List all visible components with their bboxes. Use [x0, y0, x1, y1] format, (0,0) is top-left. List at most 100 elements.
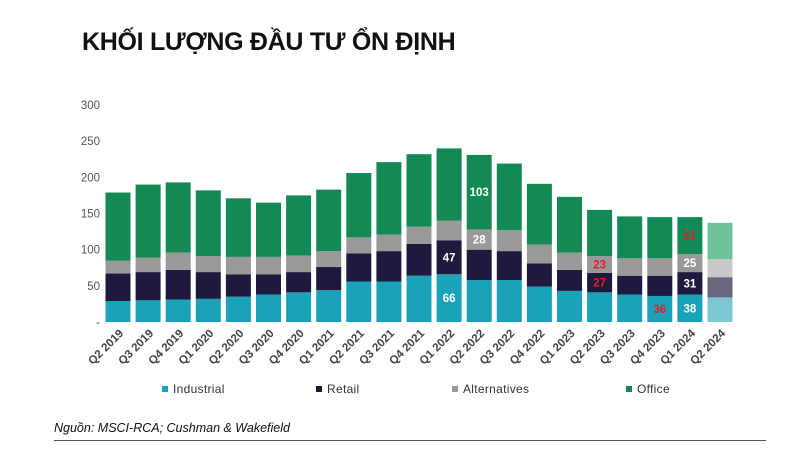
bar-industrial-q2-2021: [346, 281, 372, 322]
bar-office-q4-2022: [526, 183, 552, 245]
legend-label-retail: Retail: [327, 382, 359, 396]
bar-retail-q2-2023: [587, 272, 613, 293]
data-label: 51: [684, 231, 697, 243]
y-tick-label: -: [96, 317, 100, 329]
bar-office-q2-2021: [346, 172, 372, 238]
bar-alternatives-q3-2022: [496, 230, 522, 252]
bar-alternatives-q1-2021: [316, 251, 342, 268]
bar-industrial-q4-2022: [526, 286, 552, 322]
bar-retail-q3-2021: [376, 251, 402, 282]
bar-office-q2-2019: [105, 192, 131, 261]
bar-office-q1-2021: [316, 189, 342, 252]
bar-alternatives-q4-2023: [647, 258, 673, 276]
bar-alternatives-q3-2021: [376, 234, 402, 252]
y-tick-label: 250: [81, 136, 100, 148]
bar-alternatives-q2-2024: [707, 259, 733, 278]
bar-industrial-q3-2020: [256, 294, 281, 322]
bar-industrial-q1-2021: [316, 290, 342, 322]
bar-retail-q2-2020: [225, 274, 251, 297]
bar-office-q4-2020: [286, 195, 312, 256]
bar-alternatives-q3-2023: [617, 258, 643, 276]
bar-industrial-q4-2021: [406, 275, 432, 322]
bar-retail-q4-2020: [286, 272, 312, 293]
bar-alternatives-q4-2019: [165, 252, 191, 270]
bar-retail-q4-2022: [526, 263, 552, 287]
y-tick-label: 50: [87, 281, 100, 293]
bar-retail-q2-2022: [466, 249, 492, 281]
bar-retail-q1-2020: [195, 272, 221, 299]
y-tick-label: 100: [81, 245, 100, 257]
bar-industrial-q2-2020: [225, 296, 251, 322]
bar-alternatives-q3-2019: [135, 257, 161, 273]
bar-retail-q3-2023: [617, 275, 643, 295]
bar-retail-q1-2022: [436, 240, 462, 275]
data-label: 47: [443, 252, 456, 264]
bar-alternatives-q2-2019: [105, 260, 131, 274]
data-label: 31: [684, 278, 697, 290]
bar-alternatives-q4-2020: [286, 255, 312, 273]
bar-industrial-q1-2024: [677, 294, 703, 322]
bar-industrial-q2-2019: [105, 301, 131, 322]
data-label: 27: [593, 278, 606, 290]
bar-office-q3-2023: [617, 216, 643, 259]
data-label: 23: [593, 259, 606, 271]
legend-swatch-industrial: [162, 386, 168, 392]
legend-swatch-alternatives: [452, 386, 458, 392]
bar-industrial-q2-2024: [707, 297, 733, 322]
bar-industrial-q3-2021: [376, 281, 402, 322]
data-label: 28: [473, 235, 486, 247]
source-note: Nguồn: MSCI-RCA; Cushman & Wakefield: [54, 421, 290, 435]
bar-office-q3-2020: [256, 202, 281, 257]
bar-office-q2-2022: [466, 154, 492, 230]
footer-divider: [54, 440, 766, 441]
y-tick-label: 150: [81, 209, 100, 221]
bar-office-q3-2022: [496, 163, 522, 231]
chart-title: KHỐI LƯỢNG ĐẦU TƯ ỔN ĐỊNH: [82, 28, 456, 56]
data-label: 25: [684, 258, 697, 270]
bar-retail-q4-2019: [165, 269, 191, 300]
bar-industrial-q1-2022: [436, 274, 462, 322]
legend-label-office: Office: [637, 382, 670, 396]
bar-alternatives-q4-2021: [406, 226, 432, 244]
bar-retail-q2-2024: [707, 277, 733, 298]
bar-industrial-q2-2022: [466, 280, 492, 322]
legend-swatch-retail: [316, 386, 322, 392]
bar-retail-q4-2021: [406, 243, 432, 276]
bar-industrial-q3-2022: [496, 280, 522, 322]
bar-industrial-q4-2023: [647, 295, 673, 322]
legend-swatch-office: [626, 386, 632, 392]
bar-retail-q3-2020: [256, 274, 281, 295]
bar-alternatives-q1-2020: [195, 256, 221, 273]
data-label: 103: [470, 187, 489, 199]
bar-office-q3-2019: [135, 184, 161, 258]
bar-alternatives-q2-2021: [346, 237, 372, 254]
bar-retail-q3-2022: [496, 251, 522, 281]
bar-retail-q1-2021: [316, 267, 342, 291]
bar-industrial-q1-2023: [557, 290, 582, 322]
bar-alternatives-q1-2024: [677, 254, 703, 273]
bar-industrial-q4-2020: [286, 292, 312, 322]
bar-office-q1-2023: [557, 196, 582, 253]
bar-alternatives-q4-2022: [526, 244, 552, 264]
bar-office-q1-2022: [436, 148, 462, 221]
bar-retail-q1-2023: [557, 269, 582, 291]
legend-label-industrial: Industrial: [173, 382, 225, 396]
bar-office-q1-2024: [677, 217, 703, 255]
bar-industrial-q1-2020: [195, 298, 221, 322]
legend-label-alternatives: Alternatives: [463, 382, 529, 396]
bar-alternatives-q2-2023: [587, 256, 613, 273]
bar-retail-q2-2021: [346, 253, 372, 282]
bar-alternatives-q3-2020: [256, 256, 281, 275]
bar-industrial-q2-2023: [587, 292, 613, 322]
data-label: 36: [653, 304, 666, 316]
y-tick-label: 200: [81, 172, 100, 184]
bar-industrial-q4-2019: [165, 299, 191, 322]
bar-office-q3-2021: [376, 162, 402, 235]
bar-alternatives-q1-2022: [436, 220, 462, 241]
bar-retail-q1-2024: [677, 272, 703, 295]
bar-retail-q3-2019: [135, 272, 161, 301]
bar-retail-q2-2019: [105, 273, 131, 302]
bar-office-q2-2023: [587, 209, 613, 257]
y-tick-label: 300: [81, 100, 100, 112]
